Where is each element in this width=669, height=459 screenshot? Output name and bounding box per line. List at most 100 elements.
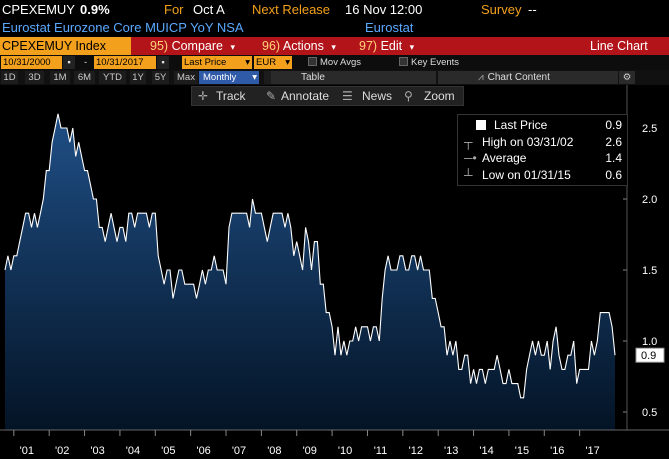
actions-label: Actions (282, 39, 324, 53)
magnifier-icon[interactable]: ⚲ (404, 89, 413, 103)
calendar-icon[interactable]: ▪ (157, 56, 169, 69)
x-tick-label: '07 (232, 445, 246, 457)
x-tick-label: '15 (515, 445, 529, 457)
x-tick-label: '05 (161, 445, 175, 457)
track-button[interactable]: Track (216, 89, 246, 103)
legend-high: ┬ High on 03/31/02 2.6 (464, 134, 624, 151)
date-row: 10/31/2000 ▪ - 10/31/2017 ▪ Last Price ▾ … (0, 55, 669, 70)
legend-average-label: Average (482, 151, 527, 165)
chevron-down-icon: ▾ (230, 42, 235, 52)
chevron-down-icon: ▾ (409, 42, 415, 52)
mov-avgs-toggle[interactable]: Mov Avgs (308, 56, 361, 69)
legend-average: ─• Average 1.4 (464, 150, 624, 167)
series-area (5, 113, 615, 431)
security-field[interactable]: CPEXEMUY Index (0, 37, 131, 55)
y-tick-label: 1.5 (642, 265, 657, 277)
y-tick-label: 1.0 (642, 336, 657, 348)
pencil-icon[interactable]: ✎ (266, 89, 277, 103)
x-tick-label: '01 (20, 445, 34, 457)
frequency-value: Monthly (203, 72, 237, 83)
news-button[interactable]: News (362, 89, 393, 103)
legend-last-price-label: Last Price (494, 118, 548, 132)
crosshair-icon[interactable]: ✛ (198, 89, 209, 103)
field-select[interactable]: Last Price ▾ (182, 56, 252, 69)
gear-icon[interactable]: ⚙ (619, 71, 635, 84)
ticker: CPEXEMUY (2, 2, 75, 17)
start-date-field[interactable]: 10/31/2000 (1, 56, 62, 69)
range-row: 1D 3D 1M 6M YTD 1Y 5Y Max Monthly▾ ⊿ Tab… (0, 70, 669, 85)
series-swatch (476, 120, 486, 130)
calendar-icon[interactable]: ▪ (63, 56, 75, 69)
key-events-toggle[interactable]: Key Events (399, 56, 459, 69)
key-events-label: Key Events (411, 57, 460, 68)
description-row: Eurostat Eurozone Core MUICP YoY NSA Eur… (0, 19, 669, 37)
edit-label: Edit (380, 39, 403, 53)
command-bar: CPEXEMUY Index 95) Compare ▾ 96) Actions… (0, 37, 669, 55)
y-tick-label: 2.5 (642, 123, 657, 135)
range-ytd[interactable]: YTD (99, 71, 126, 84)
mov-avgs-label: Mov Avgs (320, 57, 362, 68)
legend-low-value: 0.6 (605, 168, 622, 182)
chart-content-button[interactable]: ⩘ Chart Content (438, 71, 618, 84)
range-6m[interactable]: 6M (74, 71, 95, 84)
field-select-value: Last Price (184, 57, 227, 68)
x-tick-label: '02 (55, 445, 69, 457)
for-value: Oct A (193, 2, 225, 17)
survey-value: -- (528, 2, 537, 17)
for-label: For (164, 2, 184, 17)
legend-last-price[interactable]: Last Price 0.9 (464, 117, 624, 134)
chart-legend: Last Price 0.9 ┬ High on 03/31/02 2.6 ─• A… (457, 114, 628, 186)
currency-select-value: EUR (256, 57, 277, 68)
x-tick-label: '08 (267, 445, 281, 457)
x-tick-label: '06 (196, 445, 210, 457)
last-value-tag (635, 347, 665, 363)
x-tick-label: '16 (550, 445, 564, 457)
last-value-tag-label: 0.9 (641, 350, 656, 362)
x-tick-label: '10 (338, 445, 352, 457)
actions-button[interactable]: 96) Actions ▾ (262, 37, 336, 55)
currency-select[interactable]: EUR ▾ (254, 56, 292, 69)
frequency-select[interactable]: Monthly ▾ (199, 71, 259, 84)
last-value: 0.9% (80, 2, 110, 17)
chevron-down-icon: ▾ (285, 57, 290, 68)
table-button[interactable]: Table (271, 71, 436, 84)
x-tick-label: '13 (444, 445, 458, 457)
news-icon[interactable]: ☰ (342, 89, 353, 103)
header-row: CPEXEMUY 0.9% For Oct A Next Release 16 … (0, 0, 669, 19)
annotate-button[interactable]: Annotate (281, 89, 330, 103)
x-tick-label: '12 (409, 445, 423, 457)
legend-average-value: 1.4 (605, 151, 622, 165)
compare-label: Compare (171, 39, 223, 53)
actions-num: 96) (262, 39, 281, 53)
edit-num: 97) (359, 39, 378, 53)
range-1d[interactable]: 1D (1, 71, 18, 84)
high-marker-icon: ┬ (464, 135, 473, 149)
next-release-label: Next Release (252, 2, 331, 17)
x-tick-label: '11 (374, 445, 388, 457)
x-tick-label: '14 (479, 445, 493, 457)
end-date-field[interactable]: 10/31/2017 (94, 56, 156, 69)
security-description: Eurostat Eurozone Core MUICP YoY NSA (2, 20, 244, 35)
legend-last-price-value: 0.9 (605, 118, 622, 132)
series-line (4, 113, 616, 399)
range-3d[interactable]: 3D (25, 71, 44, 84)
range-5y[interactable]: 5Y (152, 71, 169, 84)
source-label: Eurostat (365, 20, 414, 35)
chevron-down-icon: ▾ (331, 42, 336, 52)
x-tick-label: '09 (303, 445, 317, 457)
y-tick-label: 0.5 (642, 407, 657, 419)
y-tick-label: 2.0 (642, 194, 657, 206)
zoom-button[interactable]: Zoom (424, 89, 455, 103)
next-release-value: 16 Nov 12:00 (345, 2, 423, 17)
chevron-down-icon: ▾ (245, 57, 250, 68)
survey-label: Survey (481, 2, 522, 17)
range-max[interactable]: Max (174, 71, 198, 84)
chart-toolbar: ✛ Track ✎ Annotate ☰ News ⚲ Zoom (191, 86, 464, 106)
checkbox-icon (308, 57, 317, 66)
compare-button[interactable]: 95) Compare ▾ (150, 37, 235, 55)
edit-button[interactable]: 97) Edit ▾ (359, 37, 414, 55)
range-1m[interactable]: 1M (50, 71, 70, 84)
chart-content-label: Chart Content (487, 72, 550, 83)
x-tick-label: '03 (90, 445, 104, 457)
range-1y[interactable]: 1Y (130, 71, 146, 84)
